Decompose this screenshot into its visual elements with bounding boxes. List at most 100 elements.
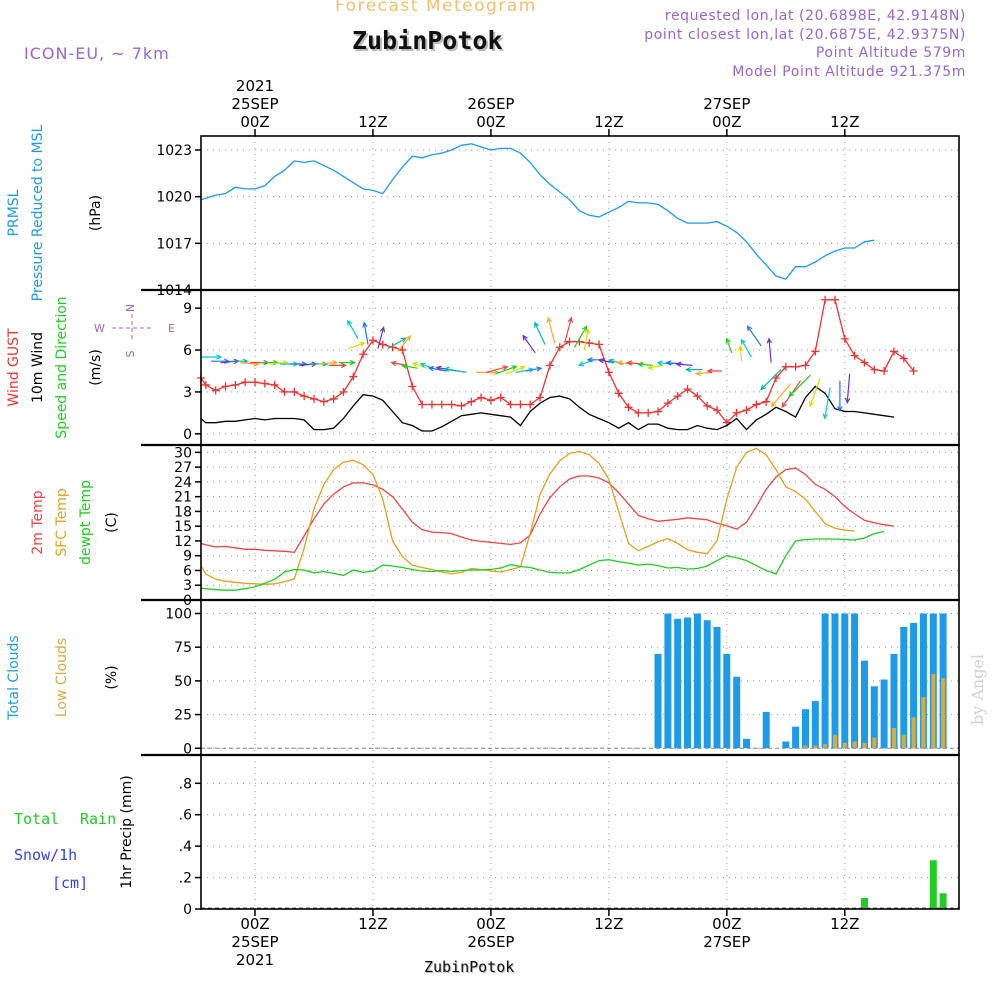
total-cloud-bar xyxy=(713,627,721,749)
gust-marker xyxy=(339,387,348,396)
wind-arrow xyxy=(766,337,773,363)
gust-marker xyxy=(585,339,594,348)
gust-marker xyxy=(260,379,269,388)
wind-arrow xyxy=(822,387,831,420)
wind-arrow xyxy=(706,368,722,374)
x-tick-label: 00Z xyxy=(476,915,505,933)
gust-marker xyxy=(201,380,210,389)
low-cloud-bar xyxy=(872,737,877,749)
panel-precip: 0 .2 .4 .6 .8 1hr Precip (mm) Total RainSnow/1h… xyxy=(14,754,960,918)
wind-arrow xyxy=(411,362,428,369)
wind-arrow xyxy=(656,360,673,366)
y-tick-label: 30 xyxy=(174,445,192,461)
gust-marker xyxy=(673,392,682,401)
gust-marker xyxy=(290,387,299,396)
gust-marker xyxy=(309,394,318,403)
gust-marker xyxy=(300,392,309,401)
x-tick-label: 25SEP xyxy=(231,95,278,113)
x-tick-label: 12Z xyxy=(358,113,387,131)
location-title: ZubinPotok xyxy=(352,26,503,55)
y-axis-label: dewpt Temp xyxy=(78,480,94,565)
x-tick-label: 12Z xyxy=(358,915,387,933)
gust-marker xyxy=(742,406,751,415)
y-axis-label: Total Clouds xyxy=(6,635,22,720)
gust-marker xyxy=(545,361,554,370)
wind-arrow xyxy=(259,359,280,366)
y-tick-label: 6 xyxy=(183,343,192,359)
y-axis-label: Pressure Reduced to MSL xyxy=(30,124,46,301)
y-axis-label: Speed and Direction xyxy=(54,296,70,438)
wind-arrow xyxy=(725,337,733,354)
wind-arrow xyxy=(200,354,223,360)
total-cloud-bar xyxy=(654,653,662,749)
total-cloud-bar xyxy=(821,613,829,749)
gust-marker xyxy=(801,361,810,370)
footer-location: ZubinPotok xyxy=(424,958,515,976)
gust-marker xyxy=(781,362,790,371)
y-tick-label: 21 xyxy=(174,490,192,506)
wind-arrow xyxy=(210,358,231,364)
wind-arrow xyxy=(844,373,851,405)
y-tick-label: .4 xyxy=(179,839,192,855)
wind-arrow xyxy=(616,360,634,366)
wind-arrow xyxy=(636,361,654,368)
total-cloud-bar xyxy=(703,620,711,749)
gust-marker xyxy=(821,295,830,304)
y-tick-label: 6 xyxy=(183,563,192,579)
series-sfc-temp xyxy=(200,447,855,585)
gust-marker xyxy=(752,400,761,409)
wind-arrow xyxy=(348,341,366,350)
gust-marker xyxy=(516,400,525,409)
rain-bar xyxy=(939,893,947,909)
y-axis-label: PRMSL xyxy=(6,189,22,236)
point-altitude: Point Altitude 579m xyxy=(815,45,966,61)
gust-marker xyxy=(526,400,535,409)
compass-south: S xyxy=(124,350,137,357)
wind-arrow xyxy=(318,360,339,366)
gust-marker xyxy=(811,347,820,356)
wind-arrow xyxy=(485,365,509,373)
gust-marker xyxy=(427,400,436,409)
y-axis-label: Wind GUST xyxy=(6,328,22,407)
y-tick-label: 50 xyxy=(174,674,192,690)
wind-arrow xyxy=(328,362,348,369)
series-10m-wind xyxy=(200,385,895,432)
y-axis-label: SFC Temp xyxy=(54,488,70,557)
x-tick-label: 27SEP xyxy=(703,95,750,113)
gust-marker xyxy=(319,397,328,406)
total-cloud-bar xyxy=(674,618,682,749)
wind-arrow xyxy=(646,364,664,370)
x-tick-label: 12Z xyxy=(830,915,859,933)
gust-marker xyxy=(359,350,368,359)
gust-marker xyxy=(447,400,456,409)
gust-marker xyxy=(565,337,574,346)
rain-bar xyxy=(861,898,868,909)
wind-arrow xyxy=(684,366,703,373)
total-cloud-bar xyxy=(861,660,868,749)
panel-frame xyxy=(200,444,960,601)
wind-arrow xyxy=(583,328,590,351)
total-cloud-bar xyxy=(792,726,800,749)
x-tick-label: 00Z xyxy=(476,113,505,131)
total-cloud-bar xyxy=(733,676,741,749)
total-cloud-bar xyxy=(870,686,878,749)
y-tick-label: 0 xyxy=(183,427,192,443)
gust-marker xyxy=(486,396,495,405)
y-tick-label: 24 xyxy=(174,475,192,491)
gust-marker xyxy=(604,368,613,377)
y-axis-label: 1hr Precip (mm) xyxy=(119,775,135,888)
total-cloud-bar xyxy=(723,653,731,749)
wind-arrow xyxy=(740,338,752,358)
low-cloud-bar xyxy=(862,742,867,749)
panel-frame xyxy=(200,754,960,910)
wind-arrow xyxy=(760,369,782,391)
series-wind-gust xyxy=(200,299,915,424)
wind-arrow xyxy=(737,344,744,362)
wind-arrow xyxy=(788,374,811,398)
wind-arrow xyxy=(564,316,573,344)
total-cloud-bar xyxy=(841,613,849,749)
wind-arrow xyxy=(694,370,713,377)
gust-marker xyxy=(762,397,771,406)
